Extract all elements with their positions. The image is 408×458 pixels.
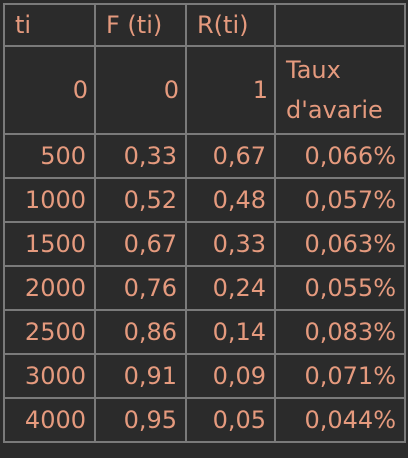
cell-f[interactable]: 0,52 — [94, 177, 187, 223]
header-cell-ti[interactable]: ti — [3, 3, 96, 47]
header-cell-f[interactable]: F (ti) — [94, 3, 187, 47]
cell-ti[interactable]: 4000 — [3, 397, 96, 443]
cell-taux-label[interactable]: Taux d'avarie — [274, 45, 406, 135]
header-cell-r[interactable]: R(ti) — [185, 3, 276, 47]
cell-f[interactable]: 0,86 — [94, 309, 187, 355]
reliability-table: ti F (ti) R(ti) 0 0 1 Taux d'avarie 500 … — [3, 3, 406, 443]
cell-taux[interactable]: 0,044% — [274, 397, 406, 443]
table-row: 1000 0,52 0,48 0,057% — [3, 177, 406, 223]
table-row: 4000 0,95 0,05 0,044% — [3, 397, 406, 443]
cell-r[interactable]: 0,33 — [185, 221, 276, 267]
cell-ti[interactable]: 1000 — [3, 177, 96, 223]
cell-ti[interactable]: 0 — [3, 45, 96, 135]
cell-f[interactable]: 0,33 — [94, 133, 187, 179]
cell-r[interactable]: 1 — [185, 45, 276, 135]
cell-r[interactable]: 0,05 — [185, 397, 276, 443]
cell-r[interactable]: 0,67 — [185, 133, 276, 179]
cell-f[interactable]: 0,91 — [94, 353, 187, 399]
cell-taux[interactable]: 0,083% — [274, 309, 406, 355]
cell-f[interactable]: 0 — [94, 45, 187, 135]
cell-r[interactable]: 0,48 — [185, 177, 276, 223]
cell-taux[interactable]: 0,063% — [274, 221, 406, 267]
table-row: 2500 0,86 0,14 0,083% — [3, 309, 406, 355]
cell-f[interactable]: 0,76 — [94, 265, 187, 311]
header-cell-empty[interactable] — [274, 3, 406, 47]
cell-taux[interactable]: 0,071% — [274, 353, 406, 399]
cell-taux[interactable]: 0,055% — [274, 265, 406, 311]
header-row: ti F (ti) R(ti) — [3, 3, 406, 47]
cell-taux[interactable]: 0,066% — [274, 133, 406, 179]
cell-r[interactable]: 0,14 — [185, 309, 276, 355]
cell-f[interactable]: 0,67 — [94, 221, 187, 267]
cell-ti[interactable]: 500 — [3, 133, 96, 179]
table-row: 3000 0,91 0,09 0,071% — [3, 353, 406, 399]
cell-r[interactable]: 0,09 — [185, 353, 276, 399]
cell-taux[interactable]: 0,057% — [274, 177, 406, 223]
cell-ti[interactable]: 1500 — [3, 221, 96, 267]
cell-ti[interactable]: 3000 — [3, 353, 96, 399]
table-row: 500 0,33 0,67 0,066% — [3, 133, 406, 179]
table-row: 2000 0,76 0,24 0,055% — [3, 265, 406, 311]
cell-ti[interactable]: 2500 — [3, 309, 96, 355]
cell-ti[interactable]: 2000 — [3, 265, 96, 311]
table-row: 1500 0,67 0,33 0,063% — [3, 221, 406, 267]
table-row: 0 0 1 Taux d'avarie — [3, 45, 406, 135]
cell-r[interactable]: 0,24 — [185, 265, 276, 311]
cell-f[interactable]: 0,95 — [94, 397, 187, 443]
